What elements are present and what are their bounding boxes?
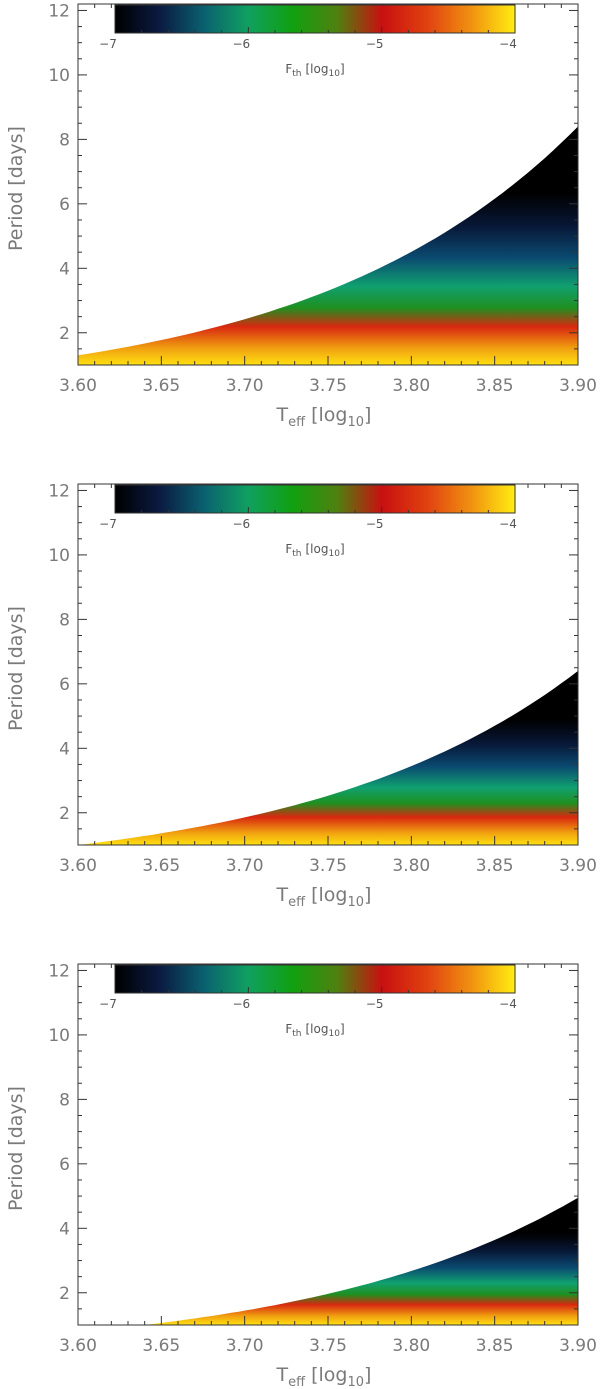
x-tick-label: 3.80 [392,1336,430,1356]
flux-region [144,1197,578,1325]
colorbar-tick-label: −6 [232,997,250,1011]
x-tick-label: 3.70 [226,376,264,396]
y-tick-label: 12 [48,481,70,501]
x-tick-label: 3.65 [142,856,180,876]
colorbar-tick-label: −4 [499,517,517,531]
colorbar-tick-label: −7 [99,997,117,1011]
colorbar-tick-label: −4 [499,997,517,1011]
colorbar: −7 −6 −5 −4 Fth [log10] [99,964,517,1039]
x-tick-label: 3.75 [309,1336,347,1356]
y-tick-label: 10 [48,546,70,566]
x-tick-label: 3.80 [392,856,430,876]
x-tick-label: 3.75 [309,856,347,876]
colorbar-tick-label: −6 [232,517,250,531]
y-tick-label: 6 [59,195,70,215]
y-tick-label: 12 [48,1,70,21]
y-tick-label: 8 [59,130,70,150]
colorbar-scale [114,4,516,34]
y-tick-label: 10 [48,66,70,86]
x-tick-label: 3.60 [59,856,97,876]
y-tick-label: 6 [59,675,70,695]
x-tick-label: 3.70 [226,856,264,876]
colorbar: −7 −6 −5 −4 Fth [log10] [99,4,517,79]
x-tick-label: 3.65 [142,376,180,396]
y-tick-label: 4 [59,259,70,279]
y-tick-label: 2 [59,324,70,344]
flux-region [78,670,578,845]
x-tick-label: 3.60 [59,1336,97,1356]
x-tick-label: 3.85 [476,1336,514,1356]
colorbar-scale [114,964,516,994]
colorbar-label: Fth [log10] [285,542,344,559]
y-tick-label: 8 [59,610,70,630]
y-tick-label: 2 [59,1284,70,1304]
y-axis-label: Period [days] [5,1086,27,1211]
x-axis-label: Teff [log10] [276,1364,372,1389]
y-tick-label: 10 [48,1026,70,1046]
y-tick-label: 4 [59,739,70,759]
x-tick-label: 3.85 [476,856,514,876]
chart-panel-3: 3.60 3.65 3.70 3.75 3.80 3.85 3.90 2 4 6 8 10 12 Peri… [5,961,597,1389]
x-axis-label: Teff [log10] [276,884,372,910]
colorbar-label: Fth [log10] [285,1022,344,1039]
flux-region [78,126,578,365]
y-tick-label: 8 [59,1090,70,1110]
y-tick-label: 2 [59,804,70,824]
x-tick-label: 3.65 [142,1336,180,1356]
x-tick-label: 3.90 [559,376,597,396]
x-tick-label: 3.80 [392,376,430,396]
colorbar-scale [114,484,516,514]
x-tick-label: 3.75 [309,376,347,396]
colorbar-label: Fth [log10] [285,62,344,79]
colorbar-tick-label: −7 [99,37,117,51]
colorbar: −7 −6 −5 −4 Fth [log10] [99,484,517,559]
x-tick-label: 3.60 [59,376,97,396]
x-axis-label: Teff [log10] [276,404,372,430]
colorbar-tick-label: −7 [99,517,117,531]
y-tick-label: 4 [59,1219,70,1239]
colorbar-tick-label: −5 [366,997,384,1011]
chart-panel-1: 3.60 3.65 3.70 3.75 3.80 3.85 3.90 2 4 6 8 10 12 Peri… [5,1,597,430]
x-tick-label: 3.90 [559,856,597,876]
y-axis-label: Period [days] [5,126,27,251]
x-tick-label: 3.85 [476,376,514,396]
colorbar-tick-label: −5 [366,37,384,51]
colorbar-tick-label: −5 [366,517,384,531]
y-tick-label: 6 [59,1155,70,1175]
chart-panel-2: 3.60 3.65 3.70 3.75 3.80 3.85 3.90 2 4 6 8 10 12 Peri… [5,481,597,910]
x-tick-label: 3.70 [226,1336,264,1356]
colorbar-tick-label: −4 [499,37,517,51]
y-tick-label: 12 [48,961,70,981]
colorbar-tick-label: −6 [232,37,250,51]
x-tick-label: 3.90 [559,1336,597,1356]
y-axis-label: Period [days] [5,606,27,731]
